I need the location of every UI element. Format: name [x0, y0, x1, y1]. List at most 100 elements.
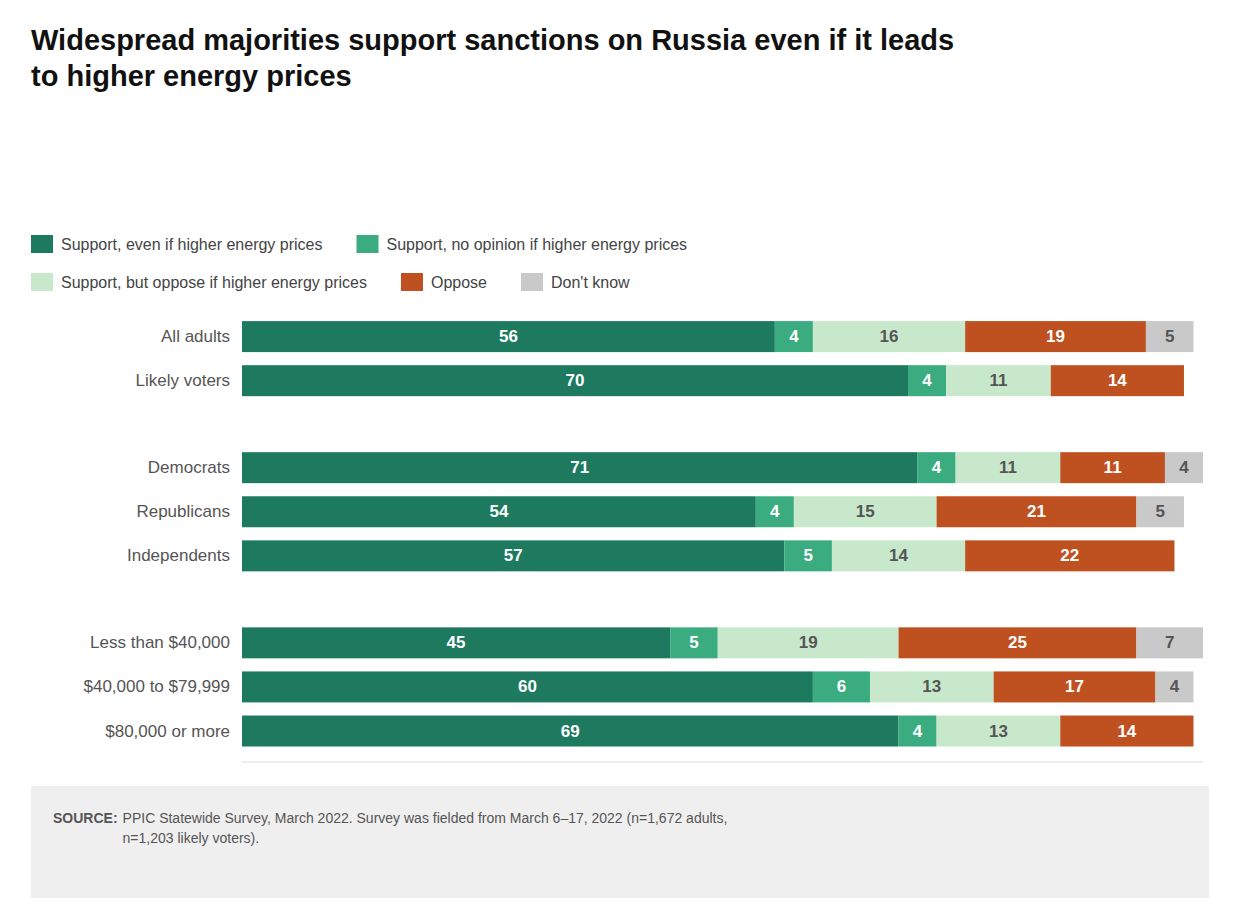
data-label: 13 [989, 722, 1008, 741]
data-label: 56 [499, 327, 518, 346]
bar-segment [1146, 321, 1194, 352]
data-label: 21 [1027, 502, 1046, 521]
category-label: Independents [127, 546, 230, 565]
data-label: 69 [561, 722, 580, 741]
data-label: 11 [999, 458, 1017, 477]
bar-segment [242, 716, 899, 747]
legend-item: Oppose [401, 273, 487, 291]
data-label: 15 [856, 502, 875, 521]
data-label: 5 [1165, 327, 1174, 346]
bar-segment [1060, 452, 1165, 483]
bar-segment [965, 540, 1174, 571]
data-label: 57 [504, 546, 523, 565]
category-label: All adults [161, 327, 230, 346]
legend-item: Don't know [521, 273, 630, 291]
bar-segment [242, 627, 670, 658]
bar-segment [813, 321, 965, 352]
data-label: 71 [570, 458, 589, 477]
bar-segment [1060, 716, 1193, 747]
bars [242, 321, 1203, 746]
bar-segment [794, 496, 937, 527]
bar-segment [937, 716, 1061, 747]
bar-segment [832, 540, 965, 571]
bar-segment [242, 452, 918, 483]
data-label: 19 [799, 633, 818, 652]
legend-label: Support, but oppose if higher energy pri… [61, 274, 367, 291]
bar-segment [870, 671, 994, 702]
category-labels: All adultsLikely votersDemocratsRepublic… [83, 327, 230, 740]
data-label: 19 [1046, 327, 1065, 346]
bar-segment [994, 671, 1156, 702]
data-label: 16 [880, 327, 899, 346]
data-label: 14 [1117, 722, 1136, 741]
legend-swatch [521, 273, 543, 291]
category-label: Less than $40,000 [90, 633, 230, 652]
source-box [31, 786, 1209, 898]
bar-segment [242, 321, 775, 352]
data-label: 45 [447, 633, 466, 652]
bar-segment [813, 671, 870, 702]
bar-segment [908, 365, 946, 396]
legend-label: Don't know [551, 274, 630, 291]
source-label: SOURCE: [53, 810, 118, 826]
bar-segment [242, 365, 908, 396]
category-label: $40,000 to $79,999 [83, 677, 230, 696]
data-label: 22 [1060, 546, 1079, 565]
data-labels: 5641619570411147141111454415215575142245… [447, 327, 1190, 740]
data-label: 5 [1155, 502, 1164, 521]
bar-segment [1136, 496, 1184, 527]
data-label: 4 [1179, 458, 1189, 477]
data-label: 4 [770, 502, 780, 521]
data-label: 14 [1108, 371, 1127, 390]
bar-segment [965, 321, 1146, 352]
bar-segment [899, 716, 937, 747]
category-label: Democrats [148, 458, 230, 477]
bar-segment [1155, 671, 1193, 702]
bar-segment [784, 540, 832, 571]
data-label: 13 [922, 677, 941, 696]
category-label: Likely voters [136, 371, 230, 390]
data-label: 7 [1165, 633, 1174, 652]
bar-segment [242, 671, 813, 702]
data-label: 6 [837, 677, 846, 696]
category-label: $80,000 or more [105, 722, 230, 741]
legend-item: Support, no opinion if higher energy pri… [356, 235, 687, 253]
data-label: 54 [489, 502, 508, 521]
title: Widespread majorities support sanctions … [31, 24, 954, 92]
legend-swatch [401, 273, 423, 291]
bar-segment [937, 496, 1137, 527]
bar-segment [756, 496, 794, 527]
data-label: 5 [803, 546, 812, 565]
data-label: 14 [889, 546, 908, 565]
chart-root: Widespread majorities support sanctions … [0, 0, 1240, 908]
data-label: 60 [518, 677, 537, 696]
data-label: 4 [913, 722, 923, 741]
data-label: 11 [1104, 458, 1122, 477]
bar-segment [946, 365, 1051, 396]
bar-segment [1051, 365, 1184, 396]
legend-item: Support, even if higher energy prices [31, 235, 322, 253]
data-label: 11 [989, 371, 1007, 390]
bar-segment [242, 540, 784, 571]
bar-segment [670, 627, 718, 658]
bar-segment [956, 452, 1061, 483]
data-label: 4 [922, 371, 932, 390]
data-label: 4 [789, 327, 799, 346]
legend-label: Oppose [431, 274, 487, 291]
source-text: PPIC Statewide Survey, March 2022. Surve… [123, 810, 728, 846]
data-label: 70 [566, 371, 585, 390]
bar-segment [899, 627, 1137, 658]
data-label: 4 [932, 458, 942, 477]
legend-label: Support, no opinion if higher energy pri… [386, 236, 687, 253]
data-label: 5 [689, 633, 698, 652]
legend-swatch [31, 235, 53, 253]
legend-swatch [31, 273, 53, 291]
data-label: 17 [1065, 677, 1084, 696]
bar-segment [775, 321, 813, 352]
legend-label: Support, even if higher energy prices [61, 236, 322, 253]
x-axis-line [242, 762, 1203, 763]
legend-swatch [356, 235, 378, 253]
bar-segment [718, 627, 899, 658]
bar-segment [1136, 627, 1203, 658]
bar-segment [918, 452, 956, 483]
